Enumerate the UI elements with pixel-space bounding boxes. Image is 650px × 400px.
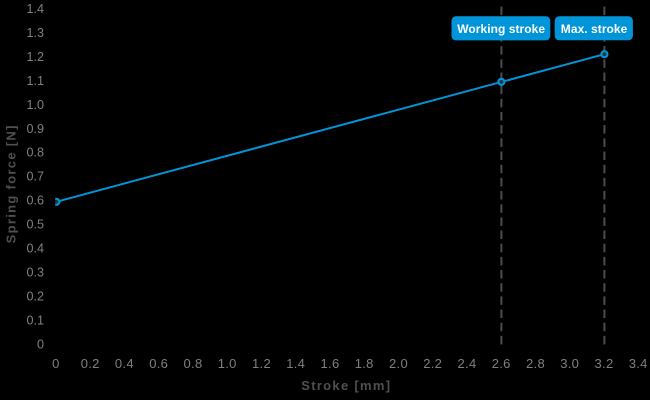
svg-text:1.4: 1.4 [286,356,305,371]
svg-text:0.2: 0.2 [26,290,44,304]
svg-text:1.3: 1.3 [26,26,44,40]
svg-text:1.2: 1.2 [26,50,44,64]
svg-text:1.1: 1.1 [26,74,44,88]
svg-text:0.2: 0.2 [81,356,100,371]
svg-text:0.6: 0.6 [149,356,168,371]
svg-text:1.4: 1.4 [26,2,44,16]
svg-text:Working stroke: Working stroke [457,22,545,36]
svg-text:2.8: 2.8 [526,356,545,371]
svg-text:2.0: 2.0 [389,356,408,371]
svg-text:0.3: 0.3 [26,266,44,280]
svg-text:0.8: 0.8 [184,356,203,371]
svg-text:2.6: 2.6 [492,356,511,371]
svg-text:2.4: 2.4 [458,356,477,371]
svg-text:3.2: 3.2 [595,356,614,371]
svg-text:0: 0 [37,338,44,352]
svg-text:3.4: 3.4 [629,356,648,371]
svg-text:0.7: 0.7 [26,170,44,184]
svg-text:2.2: 2.2 [423,356,442,371]
svg-text:Max. stroke: Max. stroke [561,22,628,36]
svg-text:0.5: 0.5 [26,218,44,232]
svg-text:0.4: 0.4 [26,242,44,256]
svg-text:1.0: 1.0 [218,356,237,371]
svg-text:0.8: 0.8 [26,146,44,160]
svg-text:0.1: 0.1 [26,314,44,328]
svg-text:0.9: 0.9 [26,122,44,136]
svg-text:Stroke [mm]: Stroke [mm] [301,378,391,393]
svg-text:1.0: 1.0 [26,98,44,112]
svg-text:3.0: 3.0 [560,356,579,371]
svg-text:1.2: 1.2 [252,356,271,371]
svg-text:0.6: 0.6 [26,194,44,208]
svg-text:Spring force [N]: Spring force [N] [4,124,19,243]
svg-text:1.8: 1.8 [355,356,374,371]
svg-text:0.4: 0.4 [115,356,134,371]
svg-text:1.6: 1.6 [321,356,340,371]
svg-text:0: 0 [52,356,60,371]
